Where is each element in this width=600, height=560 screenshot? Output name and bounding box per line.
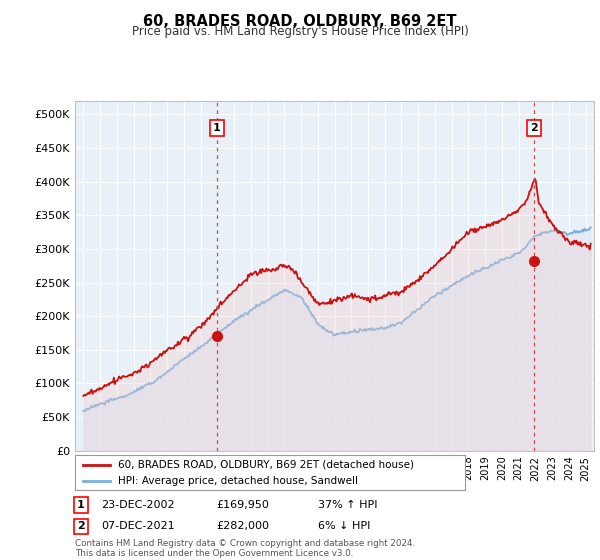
Text: 07-DEC-2021: 07-DEC-2021 (101, 521, 175, 531)
Text: 2: 2 (530, 123, 538, 133)
Text: 23-DEC-2002: 23-DEC-2002 (101, 500, 175, 510)
Text: 2: 2 (77, 521, 85, 531)
Text: 1: 1 (77, 500, 85, 510)
Text: £169,950: £169,950 (216, 500, 269, 510)
Text: 60, BRADES ROAD, OLDBURY, B69 2ET (detached house): 60, BRADES ROAD, OLDBURY, B69 2ET (detac… (118, 460, 414, 470)
Text: 60, BRADES ROAD, OLDBURY, B69 2ET: 60, BRADES ROAD, OLDBURY, B69 2ET (143, 14, 457, 29)
Text: 6% ↓ HPI: 6% ↓ HPI (318, 521, 370, 531)
Text: HPI: Average price, detached house, Sandwell: HPI: Average price, detached house, Sand… (118, 475, 358, 486)
Text: 37% ↑ HPI: 37% ↑ HPI (318, 500, 377, 510)
Text: Contains HM Land Registry data © Crown copyright and database right 2024.
This d: Contains HM Land Registry data © Crown c… (75, 539, 415, 558)
Text: Price paid vs. HM Land Registry's House Price Index (HPI): Price paid vs. HM Land Registry's House … (131, 25, 469, 38)
Text: £282,000: £282,000 (216, 521, 269, 531)
Text: 1: 1 (213, 123, 221, 133)
